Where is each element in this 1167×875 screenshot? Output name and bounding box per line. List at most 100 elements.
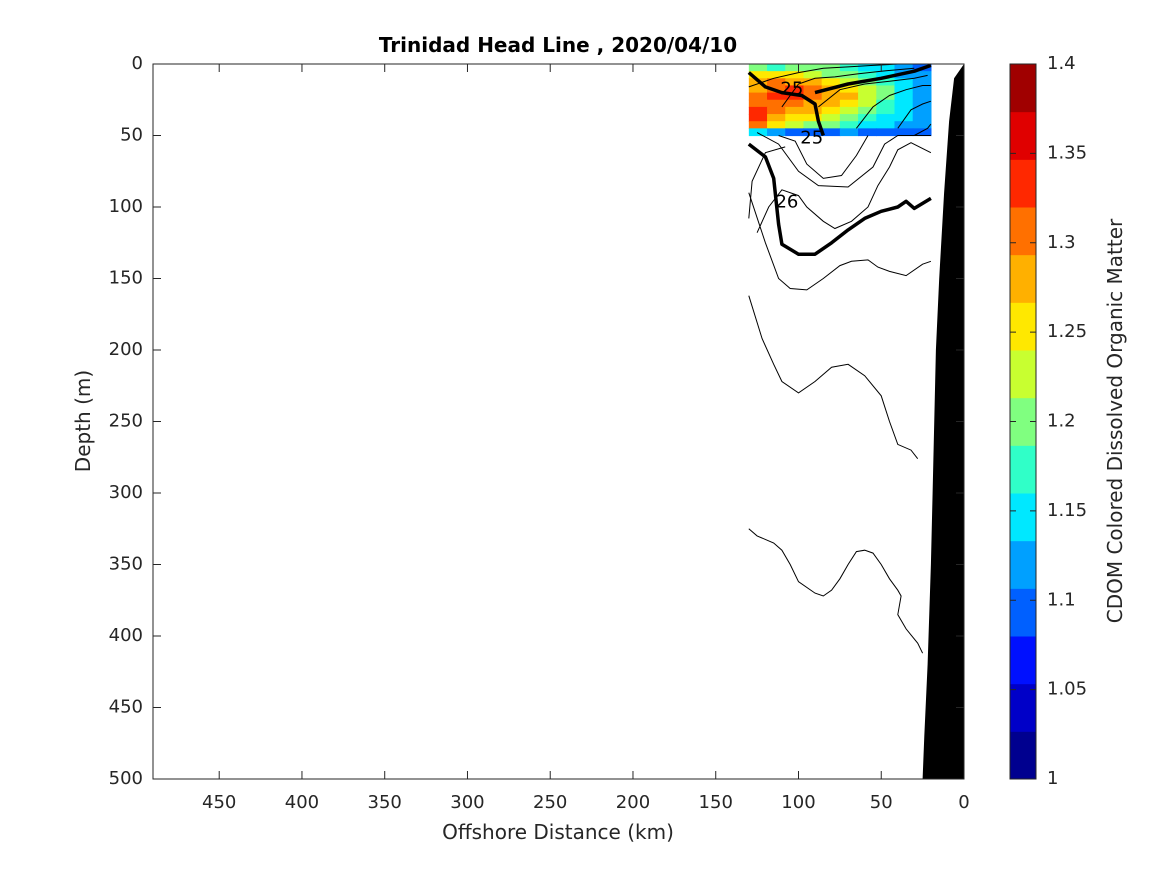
colorbar-title: CDOM Colored Dissolved Organic Matter	[1103, 218, 1127, 623]
colorbar-tick-label: 1.1	[1047, 589, 1076, 610]
heatmap-cell	[821, 99, 841, 108]
heatmap-cell	[876, 128, 896, 137]
heatmap-cell	[803, 64, 823, 72]
heatmap-cell	[858, 71, 877, 79]
colorbar-tick-label: 1.35	[1047, 142, 1087, 163]
heatmap-cell	[785, 114, 805, 122]
heatmap-cell	[767, 92, 786, 101]
heatmap-cell	[894, 85, 914, 94]
y-axis-title: Depth (m)	[71, 370, 95, 472]
x-tick-label: 0	[958, 792, 969, 813]
heatmap-cell	[767, 99, 786, 108]
heatmap-cell	[821, 106, 841, 115]
heatmap-cell	[767, 128, 786, 137]
heatmap-cell	[839, 99, 859, 108]
heatmap-cell	[803, 128, 823, 137]
colorbar-segment	[1010, 111, 1036, 160]
heatmap-cell	[912, 121, 932, 129]
heatmap-cell	[912, 106, 932, 115]
heatmap-cell	[785, 106, 805, 115]
colorbar-tick-label: 1.25	[1047, 321, 1087, 342]
heatmap-cell	[876, 78, 896, 87]
heatmap-cell	[894, 99, 914, 108]
colorbar-tick-label: 1.4	[1047, 53, 1076, 74]
heatmap-cell	[785, 92, 805, 101]
heatmap-cell	[876, 85, 896, 94]
y-tick-label: 200	[109, 339, 143, 360]
heatmap-cell	[839, 128, 859, 137]
heatmap-cell	[767, 114, 786, 122]
heatmap-cell	[767, 106, 786, 115]
heatmap-cell	[785, 71, 805, 79]
y-tick-label: 0	[132, 53, 143, 74]
x-tick-label: 400	[285, 792, 319, 813]
heatmap-cell	[894, 78, 914, 87]
colorbar-segment	[1010, 540, 1036, 589]
heatmap-cell	[876, 92, 896, 101]
heatmap-cell	[748, 85, 768, 94]
y-axis-ticks: 0 50 100 150 200 250 300 350 400 450 500	[109, 53, 964, 789]
heatmap-cell	[912, 85, 932, 94]
x-axis-title: Offshore Distance (km)	[442, 820, 674, 844]
colorbar-segment	[1010, 731, 1036, 780]
heatmap-cell	[748, 114, 768, 122]
colorbar-tick-label: 1.05	[1047, 679, 1087, 700]
heatmap-cell	[912, 128, 932, 137]
heatmap-cell	[858, 128, 877, 137]
contour-line-bold	[747, 142, 932, 256]
heatmap-cell	[858, 114, 877, 122]
heatmap-cell	[839, 114, 859, 122]
contour-layer	[747, 64, 932, 654]
heatmap-cell	[803, 78, 823, 87]
heatmap-cell	[821, 114, 841, 122]
contour-line	[748, 146, 786, 219]
heatmap-cell	[767, 71, 786, 79]
heatmap-cell	[767, 78, 786, 87]
contour-line	[818, 74, 928, 108]
x-tick-label: 150	[699, 792, 733, 813]
colorbar-segment	[1010, 159, 1036, 208]
heatmap-cell	[839, 121, 859, 129]
colorbar-ticks: 1 1.05 1.1 1.15 1.2 1.25 1.3 1.35 1.4	[1010, 53, 1087, 789]
contour-line-bold	[747, 71, 825, 137]
contour-line	[748, 64, 898, 88]
heatmap-cell	[894, 106, 914, 115]
contour-line	[756, 132, 931, 188]
x-tick-label: 450	[202, 792, 236, 813]
colorbar-segment	[1010, 588, 1036, 637]
heatmap-cell	[767, 64, 786, 72]
heatmap-cell	[876, 114, 896, 122]
y-tick-label: 350	[109, 554, 143, 575]
contour-line	[748, 192, 932, 291]
colorbar-segment	[1010, 254, 1036, 303]
contour-label: 25	[800, 127, 823, 148]
colorbar-segment	[1010, 493, 1036, 542]
heatmap-cell	[748, 99, 768, 108]
contour-line	[914, 123, 932, 136]
y-tick-label: 250	[109, 411, 143, 432]
heatmap-cell	[912, 99, 932, 108]
y-tick-label: 150	[109, 268, 143, 289]
y-tick-label: 100	[109, 196, 143, 217]
heatmap-cell	[803, 85, 823, 94]
heatmap-cell	[839, 106, 859, 115]
heatmap-cell	[858, 92, 877, 101]
heatmap-cell	[748, 121, 768, 129]
contour-label-layer: 25 25 26	[775, 79, 823, 213]
heatmap-cell	[912, 92, 932, 101]
heatmap-cell	[894, 92, 914, 101]
colorbar-tick-label: 1	[1047, 768, 1058, 789]
heatmap-cell	[748, 106, 768, 115]
heatmap-cell	[876, 71, 896, 79]
contour-line	[778, 135, 869, 179]
y-tick-label: 500	[109, 768, 143, 789]
bathymetry-fill	[922, 64, 964, 779]
colorbar-segment	[1010, 64, 1036, 113]
x-tick-label: 100	[781, 792, 815, 813]
contour-line	[756, 142, 932, 233]
heatmap-cell	[803, 71, 823, 79]
heatmap-cell	[803, 114, 823, 122]
colorbar-tick-label: 1.15	[1047, 500, 1087, 521]
heatmap-cell	[748, 71, 768, 79]
heatmap-cell	[785, 99, 805, 108]
